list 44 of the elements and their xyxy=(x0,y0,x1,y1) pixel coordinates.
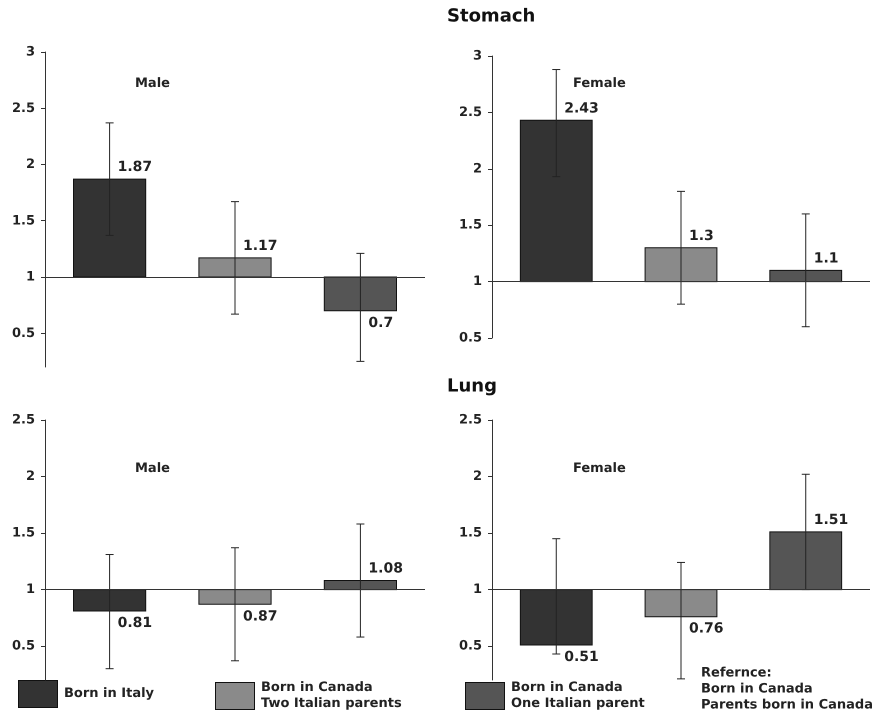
data-label: 2.43 xyxy=(564,100,599,116)
data-label: 0.51 xyxy=(564,648,599,665)
data-label: 1.08 xyxy=(368,560,403,577)
y-tick-label: 1.5 xyxy=(458,526,482,541)
chart-title: Stomach xyxy=(447,6,536,26)
y-tick-label: 1.5 xyxy=(458,218,482,233)
text: Male xyxy=(135,461,170,476)
chart-title: Lung xyxy=(447,376,497,396)
data-label: 0.76 xyxy=(689,620,724,637)
text: Female xyxy=(573,461,626,476)
y-tick-label: 1 xyxy=(472,582,482,598)
y-tick-label: 0.5 xyxy=(12,638,35,654)
text: Female xyxy=(573,76,626,91)
y-tick-label: 2.5 xyxy=(458,104,482,120)
y-tick-label: 2.5 xyxy=(12,100,35,116)
y-tick-label: 3 xyxy=(26,44,35,60)
y-tick-label: 1 xyxy=(26,270,35,284)
y-tick-label: 3 xyxy=(472,48,482,64)
data-label: 0.81 xyxy=(118,615,152,632)
y-tick-label: 2 xyxy=(26,157,35,172)
y-tick-label: 0.5 xyxy=(458,638,482,654)
data-label: 1.1 xyxy=(814,250,839,266)
y-tick-label: 2 xyxy=(472,161,482,176)
y-tick-label: 2.5 xyxy=(458,412,482,428)
y-tick-label: 1.5 xyxy=(12,213,35,228)
text: Male xyxy=(135,76,170,91)
y-tick-label: 0.5 xyxy=(12,326,35,341)
annotation: Refernce: Born in Canada Parents born in Canada xyxy=(701,666,874,712)
data-label: 1.3 xyxy=(689,228,714,244)
data-label: 1.17 xyxy=(243,238,278,254)
y-tick-label: 1 xyxy=(26,582,35,598)
data-label: 0.87 xyxy=(243,608,278,624)
y-tick-label: 2 xyxy=(472,469,482,484)
legend-label: Born in Canada One Italian parent xyxy=(511,680,645,712)
y-tick-label: 2.5 xyxy=(12,412,35,428)
y-tick-label: 2 xyxy=(26,469,35,484)
data-label: 1.87 xyxy=(118,159,152,176)
y-tick-label: 1.5 xyxy=(12,526,35,541)
data-label: 0.7 xyxy=(368,314,394,331)
y-tick-label: 0.5 xyxy=(458,330,482,346)
data-label: 1.51 xyxy=(814,512,848,528)
legend-label: Born in Canada Two Italian parents xyxy=(261,680,402,712)
legend-label: Born in Italy xyxy=(64,686,154,702)
y-tick-label: 1 xyxy=(472,274,482,290)
